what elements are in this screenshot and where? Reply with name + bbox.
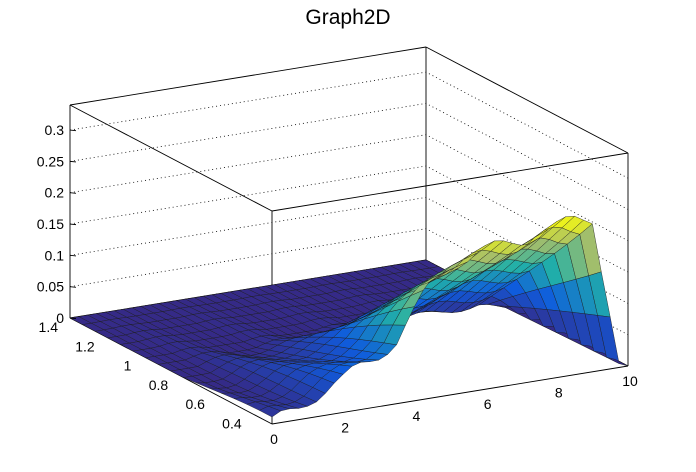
- y-tick-label: 1.2: [75, 338, 95, 354]
- z-tick-label: 0.25: [37, 153, 64, 169]
- frame-edge: [69, 104, 273, 212]
- y-tick-label: 0.6: [185, 396, 205, 412]
- z-tick-label: 0.3: [45, 122, 65, 138]
- frame-edge: [425, 46, 629, 154]
- z-tick-mark: [69, 317, 77, 320]
- surface-patch: [606, 357, 629, 367]
- frame-edge: [271, 365, 629, 425]
- x-tick-label: 8: [555, 385, 563, 401]
- grid-line: [69, 71, 629, 179]
- z-tick-mark: [69, 129, 77, 132]
- x-tick-label: 0: [270, 431, 278, 447]
- z-tick-label: 0.2: [45, 185, 65, 201]
- chart-title: Graph2D: [305, 6, 391, 29]
- grid-line: [69, 134, 629, 242]
- y-tick-label: 0.4: [222, 415, 242, 431]
- z-tick-mark: [69, 286, 77, 288]
- x-tick-label: 2: [341, 419, 349, 435]
- z-tick-mark: [69, 160, 77, 163]
- z-tick-label: 0.1: [45, 247, 65, 263]
- x-tick-label: 4: [413, 408, 421, 424]
- z-tick-label: 0.05: [37, 279, 64, 295]
- y-tick-label: 0.8: [149, 377, 169, 393]
- tick-labels: 02468100.40.60.811.21.400.050.10.150.20.…: [37, 122, 638, 447]
- grid-line: [69, 102, 629, 210]
- y-tick-label: 1.4: [39, 319, 59, 335]
- y-tick-label: 1: [124, 358, 132, 374]
- z-tick-mark: [69, 192, 77, 194]
- z-tick-mark: [69, 223, 77, 226]
- z-tick-label: 0.15: [37, 216, 64, 232]
- x-tick-label: 10: [622, 373, 638, 389]
- frame-edge: [69, 46, 427, 106]
- frame-edge: [271, 152, 629, 212]
- z-tick-mark: [69, 254, 77, 257]
- z-tick-label: 0: [56, 310, 64, 326]
- surface: [69, 215, 629, 418]
- x-tick-label: 6: [484, 396, 492, 412]
